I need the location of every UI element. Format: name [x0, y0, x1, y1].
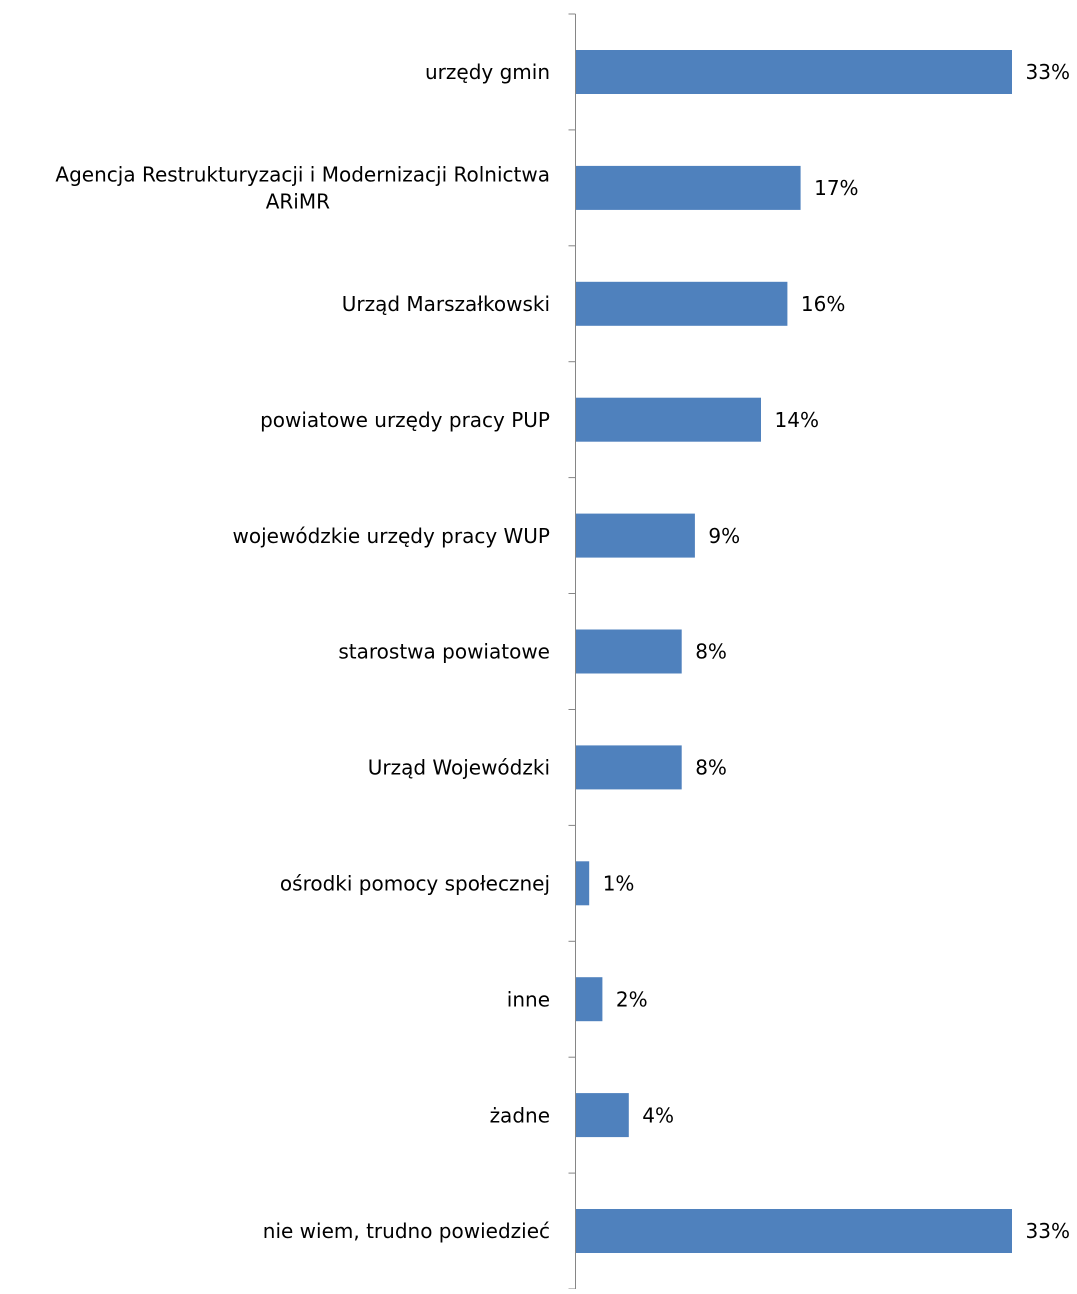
- category-label: Urząd Wojewódzki: [368, 756, 550, 780]
- category-label: nie wiem, trudno powiedzieć: [263, 1219, 550, 1243]
- bar: [576, 513, 695, 558]
- bar: [576, 861, 590, 906]
- bar: [576, 629, 682, 674]
- bar: [576, 977, 603, 1022]
- data-label: 33%: [1026, 1219, 1070, 1243]
- category-label: urzędy gmin: [425, 60, 550, 84]
- data-label: 1%: [603, 872, 635, 896]
- bar: [576, 397, 761, 442]
- category-label: inne: [507, 987, 550, 1011]
- data-label: 16%: [801, 292, 845, 316]
- category-label: Agencja Restrukturyzacji i Modernizacji …: [55, 163, 550, 214]
- category-label: żadne: [490, 1103, 550, 1127]
- data-label: 17%: [814, 176, 858, 200]
- bar: [576, 745, 682, 790]
- bar: [576, 50, 1012, 94]
- category-label: powiatowe urzędy pracy PUP: [260, 408, 550, 432]
- data-label: 33%: [1026, 60, 1070, 84]
- data-label: 8%: [695, 756, 727, 780]
- category-label: Urząd Marszałkowski: [342, 292, 550, 316]
- category-label: ośrodki pomocy społecznej: [280, 872, 550, 896]
- bar: [576, 281, 788, 326]
- category-label: wojewódzkie urzędy pracy WUP: [233, 524, 550, 548]
- data-label: 4%: [642, 1103, 674, 1127]
- bar: [576, 165, 801, 210]
- bar: [576, 1093, 629, 1138]
- data-label: 8%: [695, 640, 727, 664]
- data-label: 9%: [708, 524, 740, 548]
- category-label: starostwa powiatowe: [338, 640, 550, 664]
- data-label: 2%: [616, 987, 648, 1011]
- data-label: 14%: [775, 408, 819, 432]
- bar: [576, 1209, 1012, 1253]
